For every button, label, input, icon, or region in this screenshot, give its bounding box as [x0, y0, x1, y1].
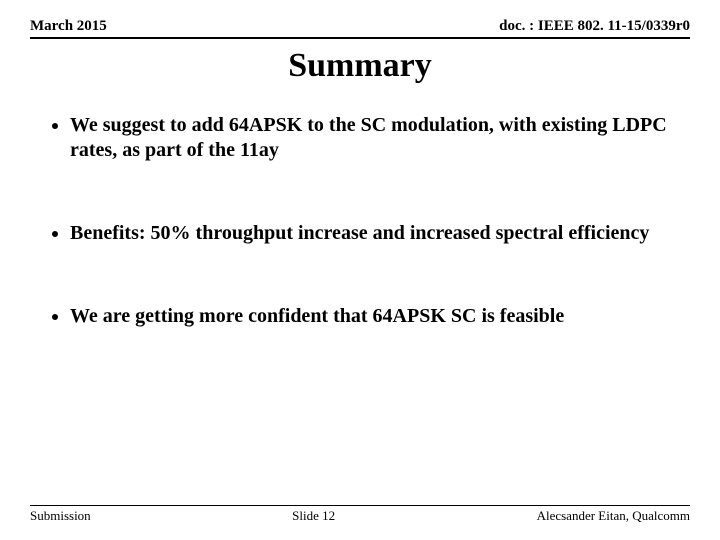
- footer: Submission Slide 12 Alecsander Eitan, Qu…: [30, 505, 690, 524]
- footer-left: Submission: [30, 508, 91, 524]
- footer-divider: [30, 505, 690, 506]
- list-item: Benefits: 50% throughput increase and in…: [70, 221, 670, 246]
- bullet-list: We suggest to add 64APSK to the SC modul…: [30, 113, 690, 329]
- page-title: Summary: [30, 47, 690, 85]
- header-divider: [30, 37, 690, 39]
- footer-row: Submission Slide 12 Alecsander Eitan, Qu…: [30, 508, 690, 524]
- header-date: March 2015: [30, 18, 107, 35]
- footer-right: Alecsander Eitan, Qualcomm: [537, 508, 690, 524]
- list-item: We suggest to add 64APSK to the SC modul…: [70, 113, 670, 163]
- list-item: We are getting more confident that 64APS…: [70, 304, 670, 329]
- slide-page: March 2015 doc. : IEEE 802. 11-15/0339r0…: [0, 0, 720, 540]
- header: March 2015 doc. : IEEE 802. 11-15/0339r0: [30, 18, 690, 35]
- header-doc-id: doc. : IEEE 802. 11-15/0339r0: [499, 18, 690, 35]
- footer-center: Slide 12: [292, 508, 335, 524]
